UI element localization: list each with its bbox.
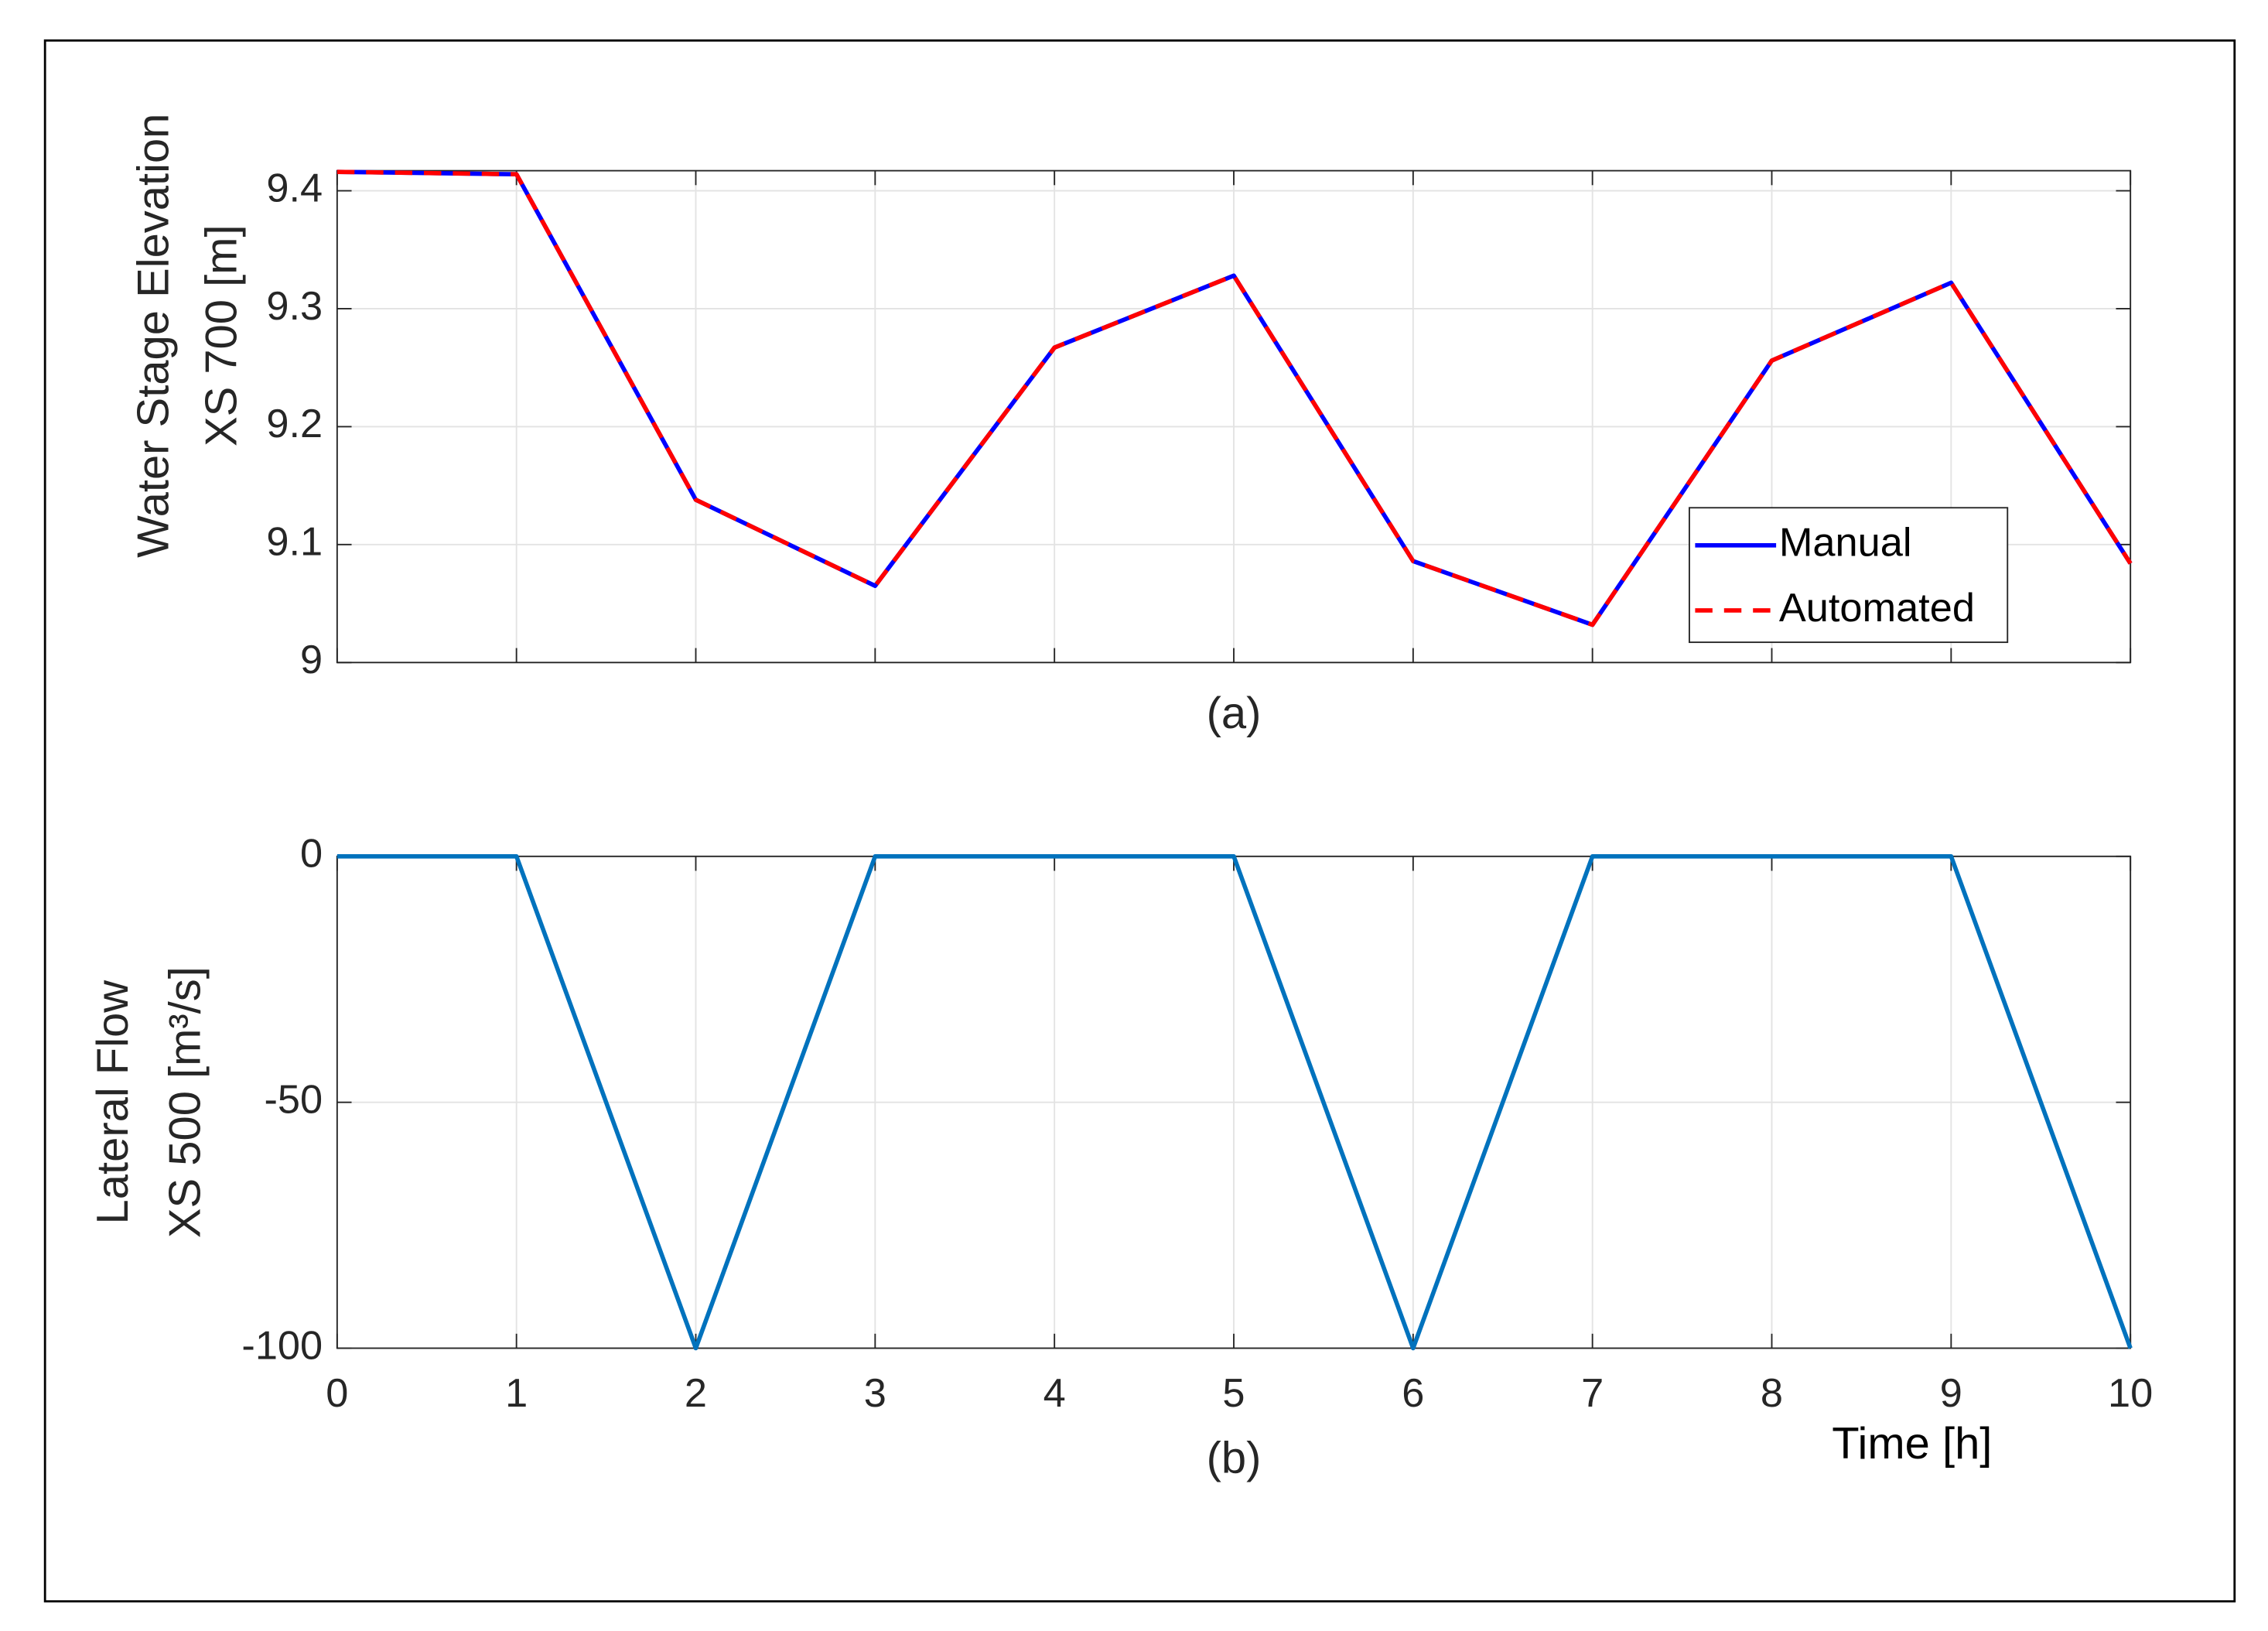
x-tick-label: 2 xyxy=(685,1371,707,1416)
y-tick-label: 9.1 xyxy=(266,520,323,565)
x-tick-label: 5 xyxy=(1222,1371,1245,1416)
y-tick-label: 0 xyxy=(300,832,323,877)
legend-box xyxy=(1689,507,2009,644)
y-axis-label: XS 700 [m] xyxy=(196,224,246,446)
y-tick-label: 9.3 xyxy=(266,284,323,329)
x-axis-label: Time [h] xyxy=(1832,1419,1992,1469)
data-line xyxy=(336,169,2133,627)
legend-label: Automated xyxy=(1779,586,1975,631)
x-tick-label: 1 xyxy=(505,1371,528,1416)
y-axis-label: Water Stage Elevation xyxy=(128,114,178,558)
x-tick-label: 9 xyxy=(1940,1371,1962,1416)
x-tick-label: 3 xyxy=(864,1371,886,1416)
caption: (b) xyxy=(1207,1434,1262,1483)
x-tick-label: 10 xyxy=(2108,1371,2153,1416)
data-line xyxy=(336,854,2133,1351)
x-tick-label: 8 xyxy=(1761,1371,1783,1416)
axes-box xyxy=(336,169,2132,664)
x-tick-label: 4 xyxy=(1043,1371,1066,1416)
y-tick-label: 9.4 xyxy=(266,166,323,210)
y-axis-label: Lateral Flow xyxy=(88,980,138,1225)
x-tick-label: 7 xyxy=(1581,1371,1604,1416)
y-tick-label: -100 xyxy=(241,1323,323,1368)
figure-border xyxy=(43,39,2236,1603)
y-tick-label: 9.2 xyxy=(266,402,323,446)
x-tick-label: 6 xyxy=(1402,1371,1424,1416)
legend-label: Manual xyxy=(1779,521,1912,566)
x-tick-label: 0 xyxy=(326,1371,348,1416)
y-axis-label: XS 500 [m³/s] xyxy=(161,966,210,1238)
caption: (a) xyxy=(1207,689,1262,738)
y-tick-label: -50 xyxy=(265,1077,323,1122)
y-tick-label: 9 xyxy=(300,638,323,682)
